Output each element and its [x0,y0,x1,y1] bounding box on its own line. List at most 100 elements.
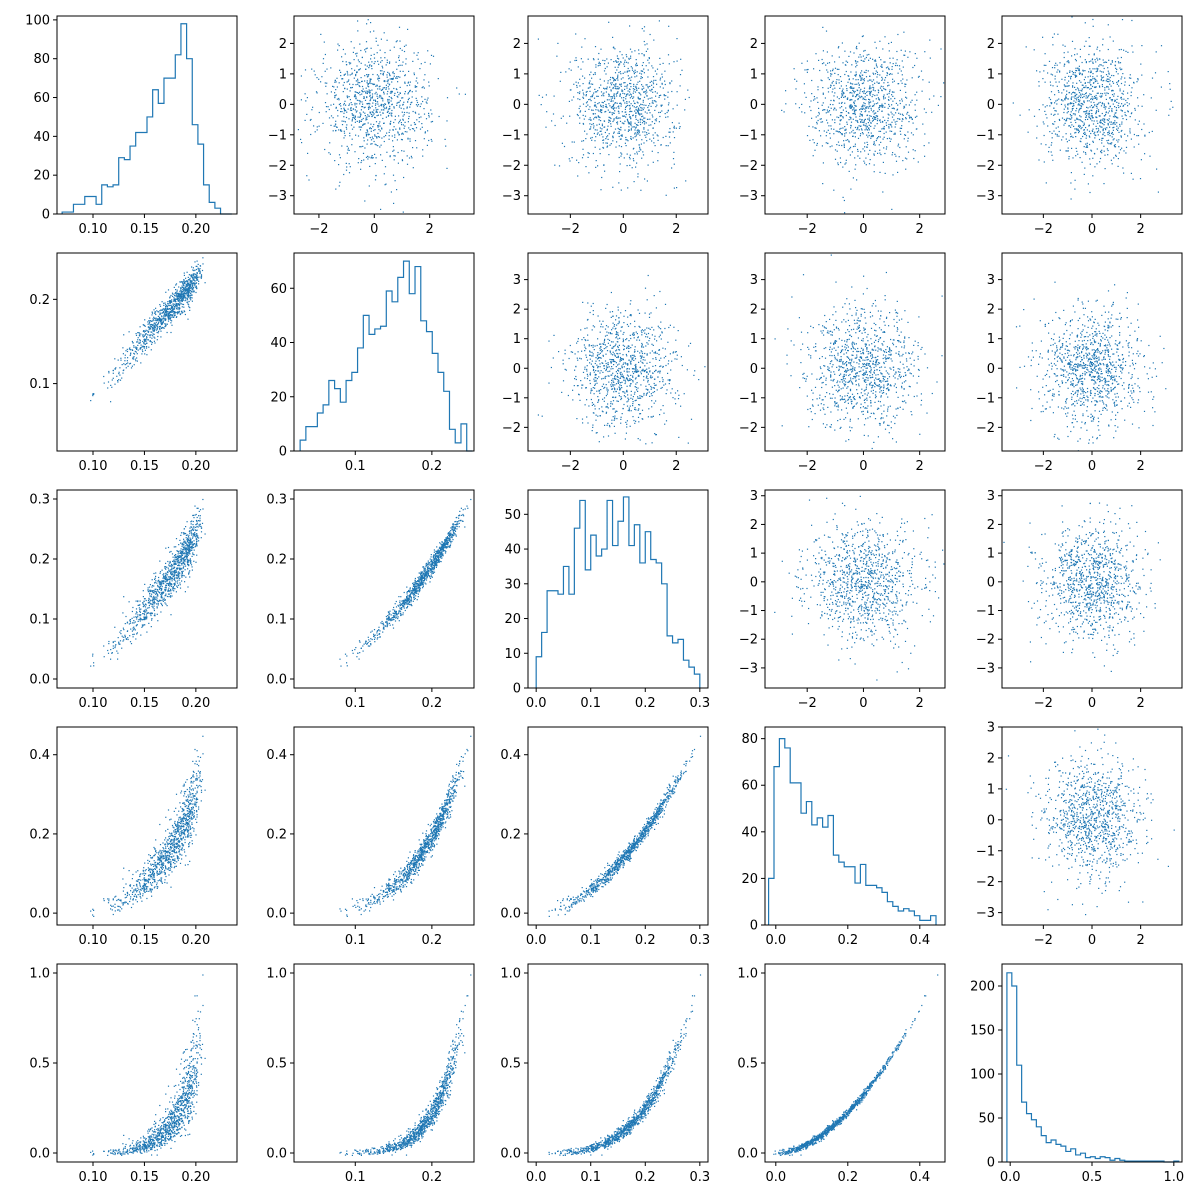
panel-r0-c2-point-649 [667,109,669,111]
panel-r0-c1-point-127 [378,136,381,138]
panel-r1-c0-point-496 [176,306,178,308]
panel-r0-c2-point-948 [635,116,637,118]
panel-r0-c4-point-828 [1112,82,1115,84]
panel-r0-c3-point-411 [891,126,893,128]
panel-r0-c3-point-296 [873,171,875,173]
panel-r0-c4-point-335 [1038,85,1040,87]
panel-r0-c1-point-578 [398,94,400,96]
panel-r0-c4-point-997 [1074,94,1076,96]
panel-r0-c4-point-823 [1111,136,1113,138]
panel-r0-c1-point-716 [400,122,402,124]
panel-r0-c1-point-115 [366,90,368,92]
panel-r0-c3-point-187 [875,98,877,100]
panel-r1-c0-point-818 [195,285,197,287]
panel-r0-c1-point-334 [367,83,369,85]
panel-r0-c2-point-213 [599,64,601,66]
panel-r0-c1-point-630 [347,108,349,110]
panel-r0-c2-point-119 [592,109,594,111]
panel-r0-c2-point-715 [641,122,644,124]
panel-r0-c3-point-459 [841,90,843,92]
panel-r0-c3-point-270 [873,73,875,75]
panel-r0-c3-point-741 [826,51,828,53]
panel-r0-c4-point-56 [1083,111,1085,113]
panel-r0-c4-point-548 [1117,61,1120,63]
panel-r0-c1-point-950 [371,115,373,118]
panel-r0-c1-point-356 [358,121,360,123]
panel-r1-c0-point-289 [196,274,198,276]
panel-r0-c3-point-263 [838,131,841,133]
panel-r0-c1-point-341 [404,75,406,77]
panel-r0-c2-point-809 [595,117,598,119]
panel-r0-c4-point-811 [1076,53,1078,55]
panel-r0-c2-point-75 [604,60,606,62]
panel-r1-c0-point-768 [110,401,112,403]
panel-r0-c3-point-344 [858,87,860,89]
panel-r0-c1-point-754 [374,117,376,119]
panel-r0-c4-point-505 [1108,132,1111,135]
panel-r0-c4-point-908 [1063,124,1065,126]
panel-r0-c4-point-867 [1109,106,1111,108]
panel-r1-c0-point-760 [175,294,178,296]
panel-r0-c3-point-257 [816,144,818,146]
panel-r0-c2-point-561 [643,104,645,106]
panel-r0-c4-point-530 [1083,129,1085,131]
panel-r0-c1-point-649 [404,91,406,93]
panel-r1-c0-point-855 [170,301,173,303]
panel-r1-c0-point-423 [183,294,185,296]
panel-r0-c1-point-514 [394,136,396,138]
panel-r0-c1-point-304 [421,126,423,128]
panel-r0-c1-point-962 [372,111,374,113]
panel-r1-c0-point-528 [174,314,176,316]
panel-r0-c4-point-257 [1074,76,1077,78]
panel-r0-c2-point-709 [678,122,680,124]
panel-r0-c3-point-140 [940,48,942,50]
panel-r0-c1-point-531 [386,61,388,64]
panel-r0-c4-point-622 [1075,75,1077,77]
panel-r0-c2-point-319 [638,53,640,55]
panel-r0-c4-point-456 [1044,81,1046,83]
panel-r0-c1-point-782 [390,90,392,93]
panel-r0-c3-points [781,26,945,214]
panel-r0-c2-point-690 [588,99,590,101]
panel-r0-c4-point-500 [1053,123,1055,125]
panel-r0-c4-point-464 [1121,147,1123,149]
panel-r0-c2-point-91 [616,121,619,123]
panel-r0-c1-point-948 [464,93,466,95]
panel-r0-c2-point-903 [595,116,597,118]
panel-r1-c0-point-445 [174,300,177,302]
panel-r0-c3-point-471 [826,69,828,71]
panel-r0-c1-point-711 [381,60,383,62]
panel-r0-c2-point-390 [620,146,623,148]
panel-r0-c2-point-983 [652,102,654,104]
panel-r0-c2-point-738 [589,128,591,130]
panel-r0-c2-point-731 [612,36,614,38]
panel-r0-c4-point-635 [1051,132,1053,134]
panel-r0-c2-point-723 [657,152,659,154]
panel-r1-c0-point-537 [168,300,170,302]
panel-r0-c3-point-630 [922,79,924,81]
panel-r0-c3-point-945 [812,126,814,128]
panel-r0-c3-point-72 [933,95,935,97]
panel-r0-c1-point-924 [355,106,357,108]
panel-r1-c0-point-859 [174,294,176,296]
panel-r0-c3-point-96 [885,131,887,133]
panel-r0-c1-point-684 [376,84,378,86]
panel-r0-c3-point-406 [888,92,890,95]
panel-r1-c0-point-868 [139,335,141,337]
panel-r0-c1-point-474 [444,138,446,140]
panel-r0-c4-point-739 [1160,45,1163,47]
panel-r0-c2-point-900 [606,86,608,88]
panel-r0-c3-point-358 [872,117,874,119]
panel-r1-c0-xtick-label-1: 0.15 [130,459,159,474]
panel-r0-c1-point-900 [357,83,359,85]
panel-r0-c2-point-589 [590,137,592,139]
panel-r1-c0-point-693 [195,291,197,294]
panel-r0-c2-point-366 [612,86,614,89]
panel-r1-c0-point-370 [154,337,156,339]
panel-r0-c4-point-386 [1063,111,1065,114]
panel-r0-c2-point-101 [654,109,656,111]
panel-r0-c3-point-703 [857,121,859,123]
panel-r0-c2-point-647 [606,129,608,131]
panel-r0-c2-point-686 [606,128,608,130]
panel-r0-c4-point-780 [1110,63,1112,65]
